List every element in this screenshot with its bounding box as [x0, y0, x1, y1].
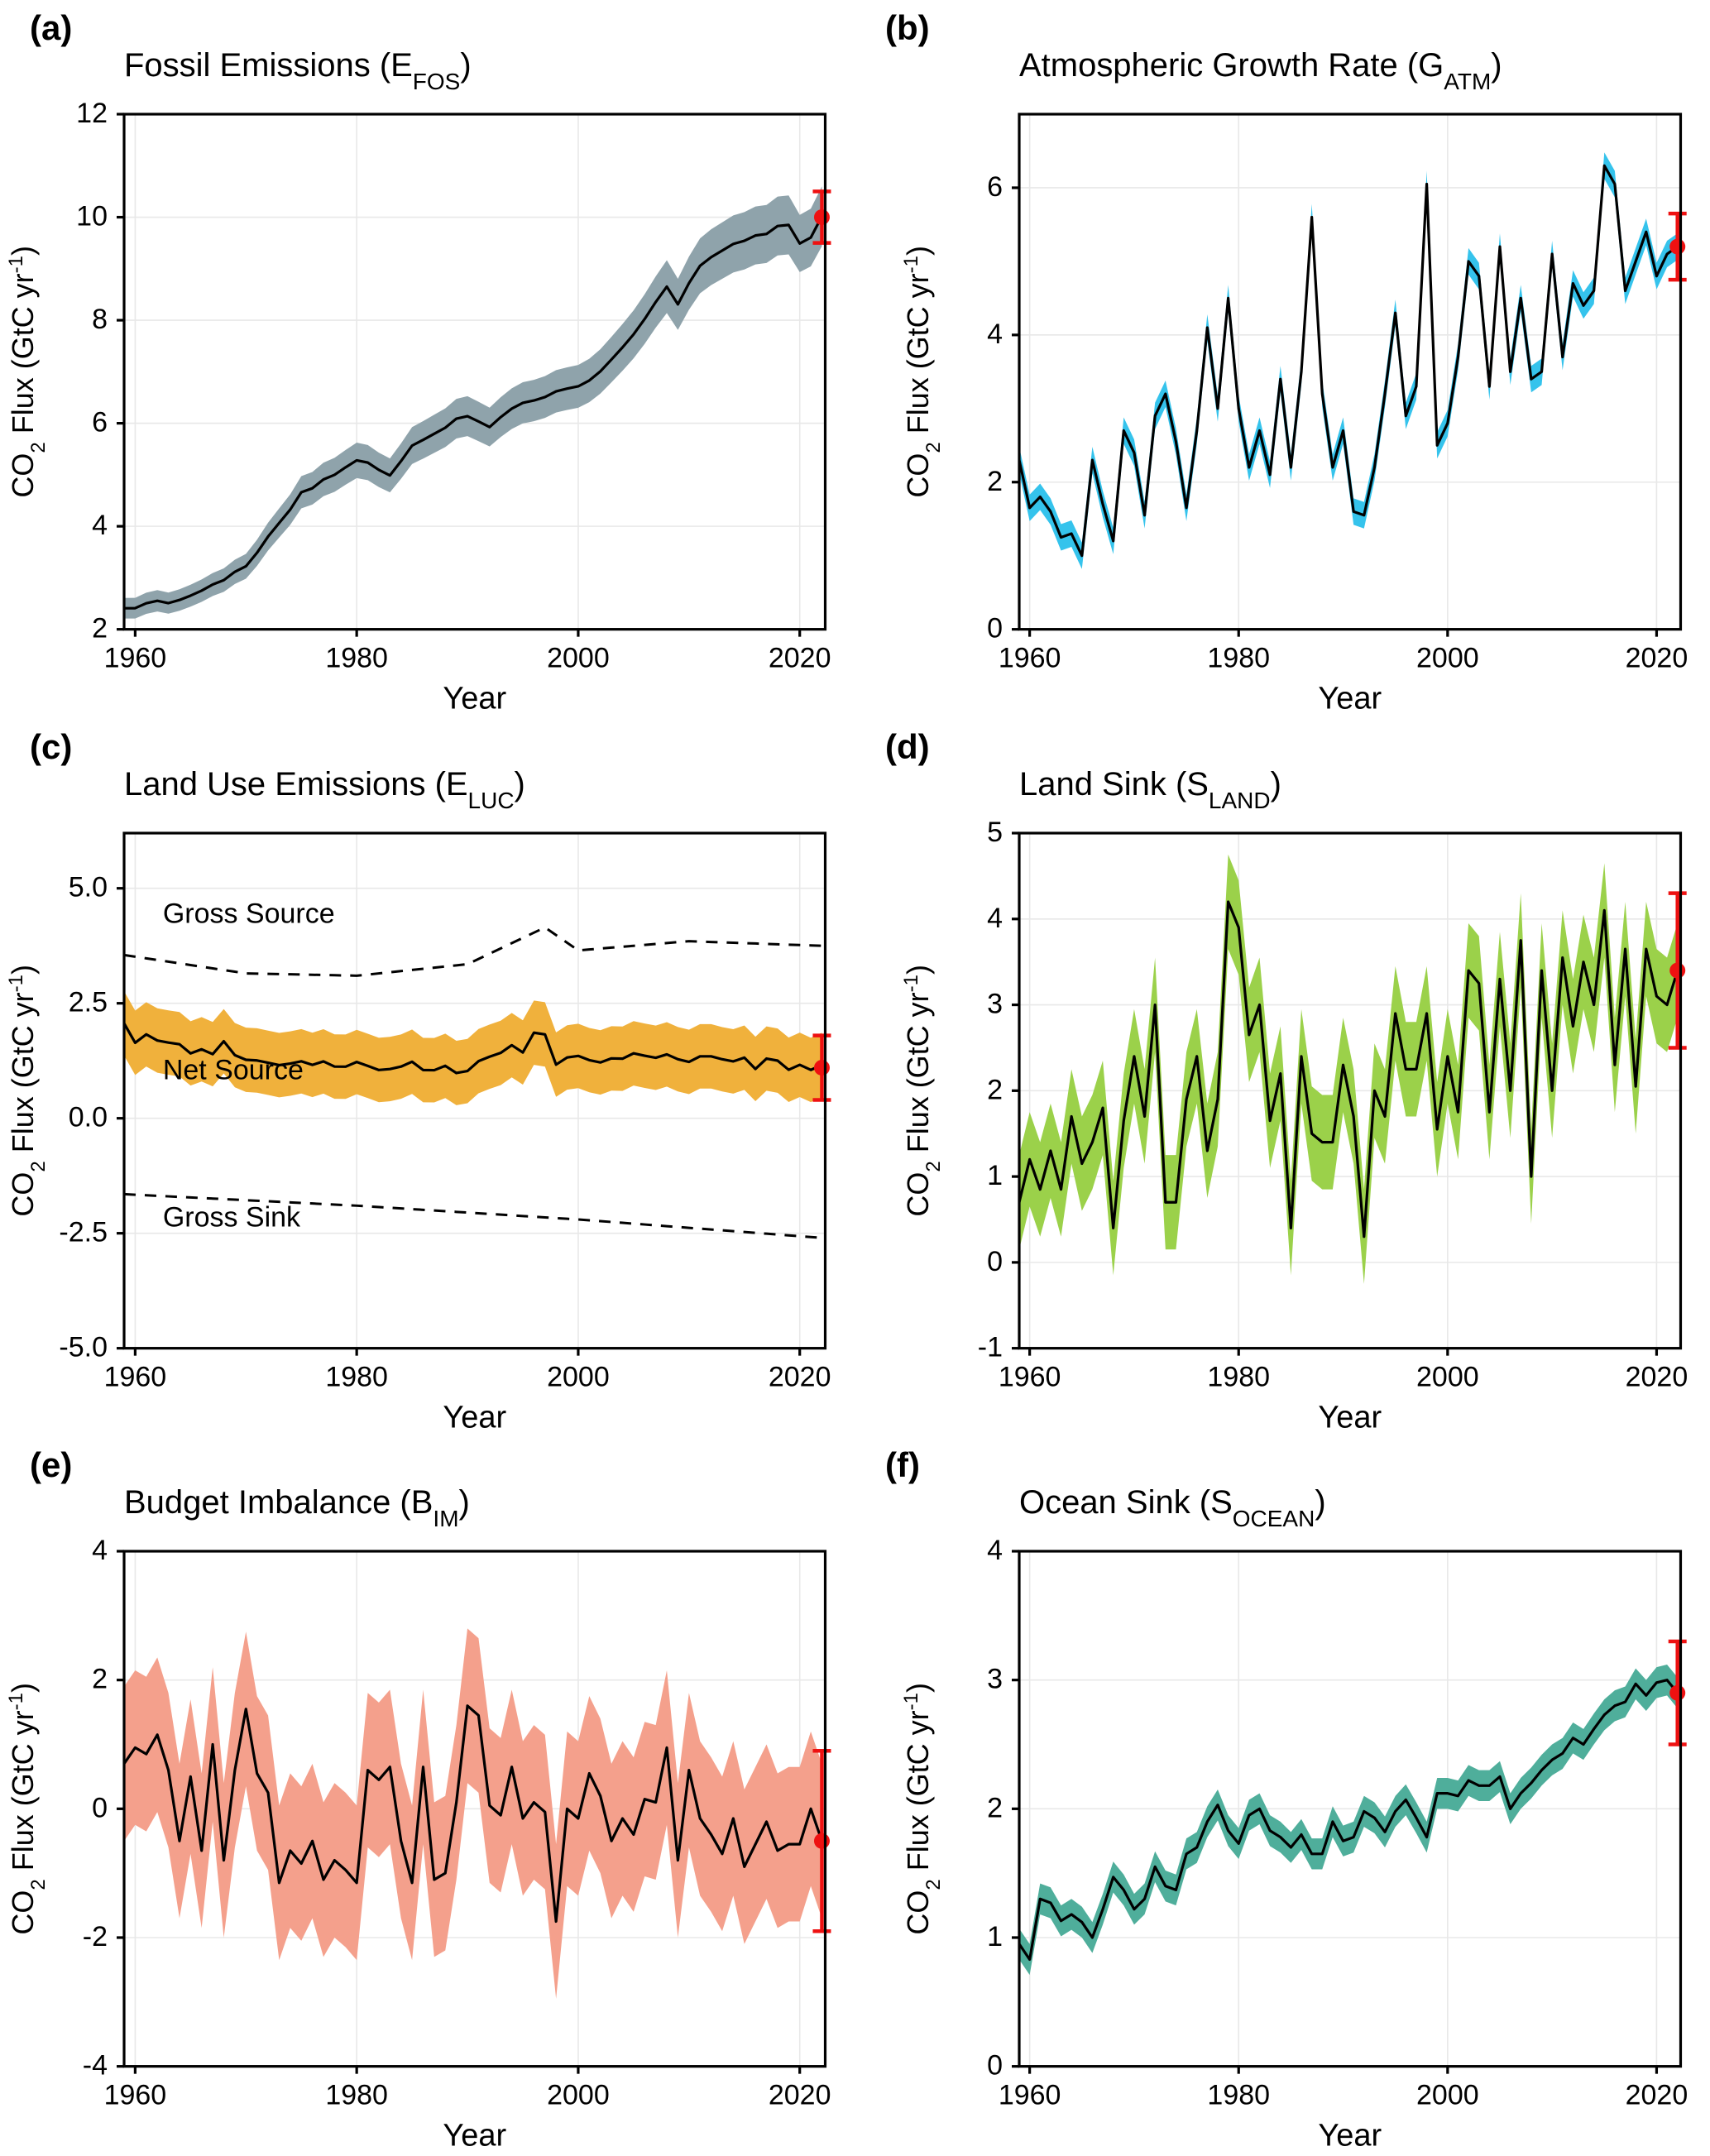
svg-text:2020: 2020	[1625, 643, 1688, 674]
svg-text:1980: 1980	[1207, 2080, 1270, 2111]
svg-text:Year: Year	[1318, 2119, 1382, 2154]
svg-text:4: 4	[987, 1535, 1003, 1566]
svg-text:(d): (d)	[885, 727, 930, 766]
svg-text:2000: 2000	[547, 643, 610, 674]
svg-text:-1: -1	[977, 1331, 1002, 1363]
svg-text:Gross Source: Gross Source	[163, 898, 335, 929]
svg-text:2: 2	[987, 466, 1003, 497]
svg-text:Net Source: Net Source	[163, 1054, 304, 1085]
svg-text:6: 6	[987, 171, 1003, 203]
svg-text:2020: 2020	[1625, 1361, 1688, 1392]
svg-text:4: 4	[987, 902, 1003, 933]
svg-text:1: 1	[987, 1160, 1003, 1191]
svg-text:Year: Year	[443, 1400, 506, 1435]
svg-text:2.5: 2.5	[69, 986, 108, 1018]
svg-text:(f): (f)	[885, 1445, 920, 1484]
svg-text:8: 8	[92, 304, 108, 335]
svg-text:Year: Year	[1318, 682, 1382, 716]
svg-text:Gross Sink: Gross Sink	[163, 1201, 301, 1233]
svg-text:1: 1	[987, 1921, 1003, 1952]
svg-text:10: 10	[76, 201, 108, 232]
svg-text:0.0: 0.0	[69, 1101, 108, 1133]
svg-text:2000: 2000	[547, 1361, 610, 1392]
svg-text:12: 12	[76, 98, 108, 129]
svg-text:2000: 2000	[1416, 643, 1479, 674]
svg-text:1980: 1980	[325, 2080, 388, 2111]
svg-text:-5.0: -5.0	[59, 1331, 108, 1363]
svg-text:0: 0	[92, 1793, 108, 1824]
svg-text:2: 2	[92, 613, 108, 644]
svg-text:3: 3	[987, 988, 1003, 1019]
svg-text:2: 2	[92, 1664, 108, 1695]
svg-text:Year: Year	[1318, 1400, 1382, 1435]
svg-text:1960: 1960	[104, 2080, 167, 2111]
svg-text:1960: 1960	[104, 643, 167, 674]
svg-text:2020: 2020	[1625, 2080, 1688, 2111]
svg-text:Year: Year	[443, 2119, 506, 2154]
svg-text:1980: 1980	[1207, 643, 1270, 674]
svg-text:0: 0	[987, 2050, 1003, 2082]
svg-text:2: 2	[987, 1074, 1003, 1105]
svg-text:1960: 1960	[998, 643, 1061, 674]
svg-text:2020: 2020	[769, 1361, 831, 1392]
svg-text:-4: -4	[83, 2050, 108, 2082]
svg-text:2020: 2020	[769, 2080, 831, 2111]
svg-text:0: 0	[987, 1246, 1003, 1277]
svg-text:4: 4	[92, 1535, 108, 1566]
svg-text:-2: -2	[83, 1921, 108, 1952]
svg-text:1960: 1960	[104, 1361, 167, 1392]
svg-text:1980: 1980	[1207, 1361, 1270, 1392]
svg-text:2000: 2000	[1416, 2080, 1479, 2111]
svg-text:5.0: 5.0	[69, 871, 108, 903]
svg-text:2000: 2000	[547, 2080, 610, 2111]
svg-text:5: 5	[987, 817, 1003, 848]
svg-text:(b): (b)	[885, 8, 930, 47]
svg-text:2000: 2000	[1416, 1361, 1479, 1392]
svg-text:1960: 1960	[998, 1361, 1061, 1392]
svg-text:4: 4	[92, 510, 108, 541]
svg-text:(c): (c)	[30, 727, 72, 766]
svg-text:6: 6	[92, 407, 108, 438]
svg-text:1980: 1980	[325, 643, 388, 674]
svg-text:0: 0	[987, 613, 1003, 644]
svg-text:Year: Year	[443, 682, 506, 716]
svg-text:1980: 1980	[325, 1361, 388, 1392]
svg-text:-2.5: -2.5	[59, 1216, 108, 1248]
svg-text:(e): (e)	[30, 1445, 72, 1484]
svg-text:2020: 2020	[769, 643, 831, 674]
svg-text:1960: 1960	[998, 2080, 1061, 2111]
svg-text:(a): (a)	[30, 8, 72, 47]
svg-text:4: 4	[987, 319, 1003, 350]
svg-text:2: 2	[987, 1793, 1003, 1824]
svg-text:3: 3	[987, 1664, 1003, 1695]
